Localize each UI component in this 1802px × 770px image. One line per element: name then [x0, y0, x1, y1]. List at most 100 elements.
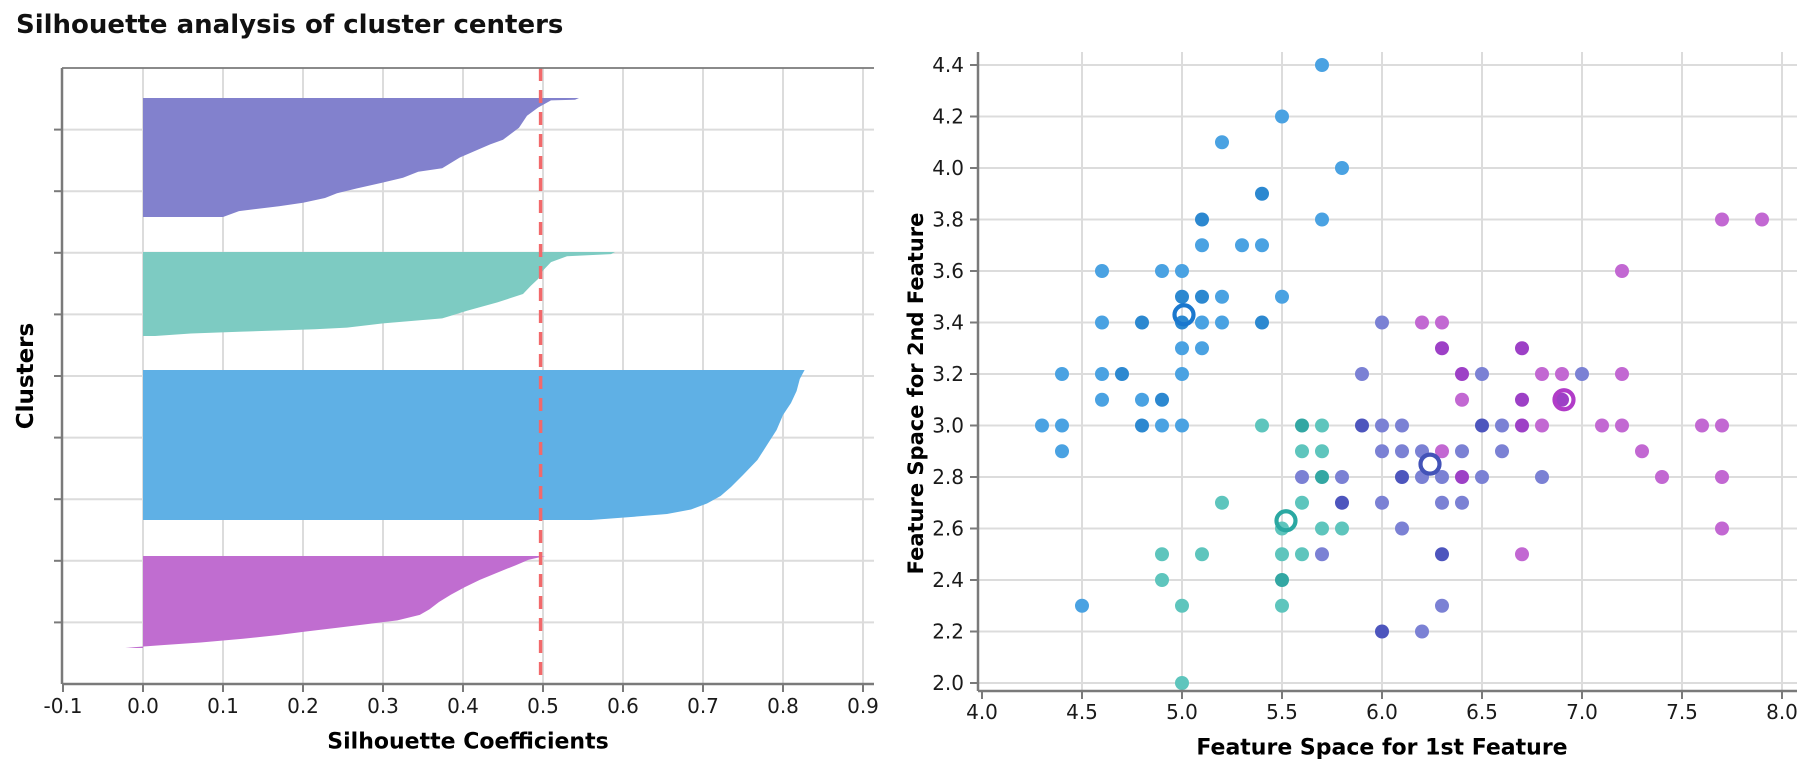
x-axis-label: Feature Space for 1st Feature	[1196, 736, 1567, 761]
scatter-point-cluster-magenta-overlap	[1515, 418, 1529, 433]
scatter-point-cluster-slate	[1495, 444, 1509, 459]
scatter-point-cluster-magenta	[1515, 547, 1529, 562]
scatter-point-cluster-blue	[1215, 289, 1229, 304]
scatter-point-cluster-slate-overlap	[1355, 418, 1369, 433]
scatter-point-cluster-blue	[1255, 238, 1269, 253]
scatter-point-cluster-blue	[1315, 212, 1329, 227]
x-tick-label: 0.4	[447, 694, 479, 718]
scatter-point-cluster-teal	[1275, 547, 1289, 562]
scatter-point-cluster-blue	[1095, 264, 1109, 278]
y-tick-label: 3.0	[932, 414, 964, 438]
scatter-point-cluster-blue-overlap	[1255, 315, 1269, 330]
x-tick-label: -0.1	[43, 694, 82, 718]
scatter-point-cluster-slate	[1355, 367, 1369, 381]
x-tick-label: 0.1	[207, 694, 239, 718]
y-tick-label: 2.8	[932, 465, 964, 489]
scatter-point-cluster-blue-overlap	[1195, 212, 1209, 227]
scatter-point-cluster-slate	[1375, 418, 1389, 433]
scatter-point-cluster-blue	[1075, 598, 1089, 613]
y-tick-label: 3.8	[932, 208, 964, 232]
x-tick-label: 5.5	[1266, 700, 1298, 724]
scatter-point-cluster-blue-overlap	[1115, 367, 1129, 381]
x-tick-label: 0.7	[687, 694, 719, 718]
x-axis-label: Silhouette Coefficients	[327, 730, 608, 755]
y-tick-label: 2.2	[932, 620, 964, 644]
scatter-point-cluster-blue	[1035, 418, 1049, 433]
figure-title: Silhouette analysis of cluster centers	[16, 10, 564, 40]
cluster-center-cluster-blue	[1172, 303, 1196, 327]
x-tick-label: 6.5	[1466, 700, 1498, 724]
scatter-point-cluster-magenta-overlap	[1555, 392, 1569, 407]
y-tick-label: 4.0	[932, 156, 964, 180]
scatter-point-cluster-magenta	[1535, 367, 1549, 381]
scatter-point-cluster-teal	[1215, 495, 1229, 510]
scatter-point-cluster-teal	[1175, 598, 1189, 613]
x-tick-label: 6.0	[1366, 700, 1398, 724]
scatter-point-cluster-slate	[1375, 315, 1389, 330]
silhouette-band-cluster-3-blue	[143, 370, 805, 520]
scatter-point-cluster-magenta-overlap	[1435, 341, 1449, 356]
x-tick-label: 4.0	[966, 700, 998, 724]
scatter-point-cluster-slate-overlap	[1375, 624, 1389, 639]
cluster-center-cluster-magenta	[1552, 388, 1576, 412]
scatter-point-cluster-magenta	[1615, 367, 1629, 381]
scatter-point-cluster-teal	[1295, 495, 1309, 510]
x-tick-label: 7.5	[1666, 700, 1698, 724]
y-tick-label: 3.6	[932, 259, 964, 283]
silhouette-plot: -0.1 0.0 0.1 0.2 0.3 0.4 0.5 0.6 0.7 0.8 0.9 Silhou…	[13, 67, 879, 755]
scatter-point-cluster-blue	[1055, 367, 1069, 381]
scatter-point-cluster-slate	[1395, 418, 1409, 433]
scatter-point-cluster-slate	[1535, 470, 1549, 484]
scatter-point-cluster-slate-overlap	[1435, 547, 1449, 562]
scatter-point-cluster-teal	[1155, 547, 1169, 562]
scatter-point-cluster-magenta-overlap	[1455, 367, 1469, 381]
scatter-point-cluster-slate	[1335, 470, 1349, 484]
scatter-point-cluster-blue	[1095, 367, 1109, 381]
x-tick-label: 4.5	[1066, 700, 1098, 724]
x-tick-label: 0.2	[287, 694, 319, 718]
x-tick-label: 0.6	[607, 694, 639, 718]
scatter-point-cluster-blue-overlap	[1175, 289, 1189, 304]
scatter-point-cluster-blue	[1195, 238, 1209, 253]
cluster-center-cluster-slate	[1418, 452, 1442, 476]
scatter-plot: 4.0 4.5 5.0 5.5 6.0 6.5 7.0 7.5 8.0 2.0 2.2 2.4 2.6 2…	[904, 52, 1798, 761]
scatter-point-cluster-slate-overlap	[1475, 418, 1489, 433]
scatter-point-cluster-magenta	[1435, 315, 1449, 330]
scatter-point-cluster-blue-overlap	[1255, 186, 1269, 201]
scatter-point-cluster-blue	[1315, 58, 1329, 72]
scatter-point-cluster-teal	[1155, 573, 1169, 587]
silhouette-band-cluster-4-magenta	[125, 556, 546, 648]
scatter-point-cluster-magenta	[1595, 418, 1609, 433]
scatter-point-cluster-slate-overlap	[1335, 495, 1349, 510]
scatter-point-cluster-teal	[1335, 521, 1349, 536]
scatter-point-cluster-blue	[1095, 392, 1109, 407]
scatter-point-cluster-slate	[1435, 495, 1449, 510]
y-tick-label: 2.0	[932, 671, 964, 695]
scatter-point-cluster-magenta	[1755, 212, 1769, 227]
scatter-point-cluster-slate	[1475, 470, 1489, 484]
scatter-point-cluster-teal	[1315, 444, 1329, 459]
scatter-point-cluster-magenta	[1655, 470, 1669, 484]
scatter-point-cluster-magenta	[1455, 392, 1469, 407]
scatter-point-cluster-teal	[1255, 418, 1269, 433]
scatter-point-cluster-blue-overlap	[1195, 289, 1209, 304]
scatter-point-cluster-slate	[1495, 418, 1509, 433]
y-tick-label: 4.2	[932, 105, 964, 129]
scatter-point-cluster-teal-overlap	[1295, 418, 1309, 433]
scatter-point-cluster-slate	[1375, 495, 1389, 510]
y-tick-label: 3.2	[932, 362, 964, 386]
x-tick-label: 0.0	[127, 694, 159, 718]
scatter-point-cluster-magenta-overlap	[1515, 341, 1529, 356]
scatter-point-cluster-slate	[1395, 521, 1409, 536]
scatter-point-cluster-slate	[1375, 444, 1389, 459]
scatter-point-cluster-magenta	[1615, 264, 1629, 278]
scatter-point-cluster-magenta	[1535, 418, 1549, 433]
silhouette-band-cluster-1-slate	[143, 98, 579, 217]
scatter-point-cluster-slate	[1435, 598, 1449, 613]
x-tick-label: 0.5	[527, 694, 559, 718]
scatter-point-cluster-magenta-overlap	[1515, 392, 1529, 407]
scatter-point-cluster-slate	[1415, 624, 1429, 639]
scatter-point-cluster-teal	[1315, 418, 1329, 433]
scatter-point-cluster-magenta	[1715, 418, 1729, 433]
